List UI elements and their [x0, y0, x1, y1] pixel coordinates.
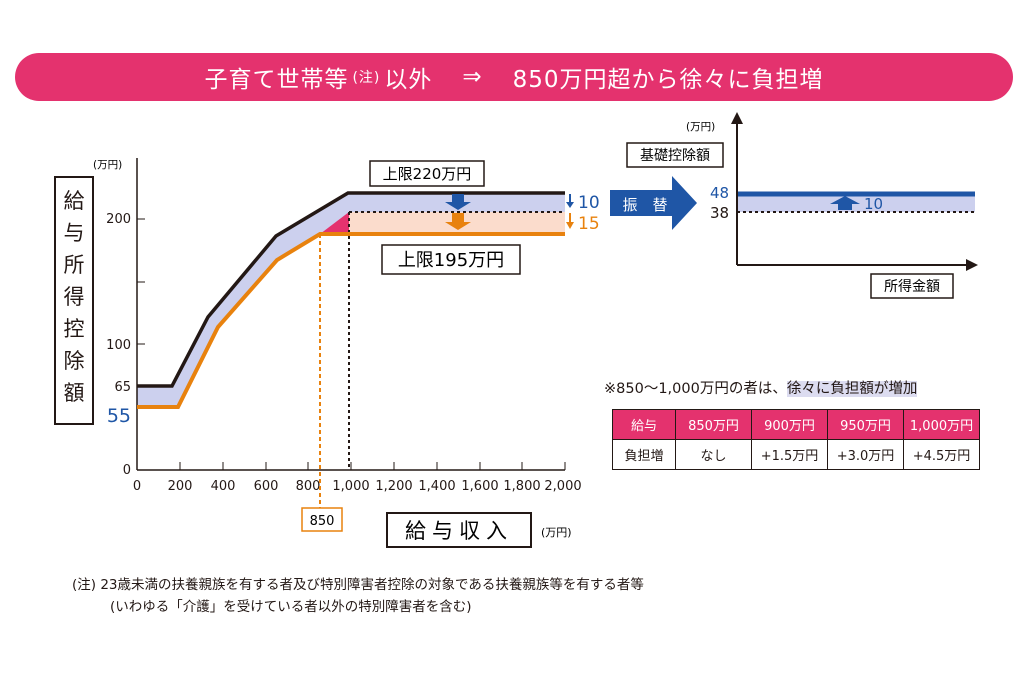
title-banner: 子育て世帯等 (注) 以外 ⇒ 850万円超から徐々に負担増 — [15, 53, 1013, 101]
burden-note: ※850〜1,000万円の者は、徐々に負担額が増加 — [604, 377, 918, 398]
basic-title: 基礎控除額 — [640, 147, 710, 164]
y-tick-label: 200 — [106, 212, 131, 227]
y-title-char: 控 — [64, 317, 85, 341]
old-cap-label: 上限220万円 — [383, 165, 472, 183]
new-cap-label: 上限195万円 — [398, 250, 504, 271]
cap-down-arrow-blue — [445, 194, 471, 210]
y-title-char: 給 — [64, 189, 85, 213]
diff-bottom-label: 15 — [578, 214, 600, 234]
x-tick-labels: 0 200 400 600 800 1,000 1,200 1,400 1,60… — [133, 479, 582, 494]
x-tick-label: 200 — [168, 479, 193, 494]
banner-arrow: ⇒ — [462, 64, 483, 90]
y-title-char: 与 — [64, 221, 85, 245]
banner-prefix: 子育て世帯等 — [204, 67, 349, 93]
diff-top-label: 10 — [578, 193, 600, 213]
basic-x-title: 所得金額 — [884, 278, 940, 295]
diff-top: 10 — [566, 193, 600, 213]
x-tick-label: 2,000 — [544, 479, 581, 494]
x-axis-title-box — [386, 512, 532, 548]
footnote-line-2: (いわゆる「介護」を受けている者以外の特別障害者を含む) — [110, 599, 472, 615]
y-axis-title: 給 与 所 得 控 除 額 — [64, 189, 85, 405]
burden-value-cell: なし — [675, 439, 752, 470]
burden-header-cell: 850万円 — [675, 409, 752, 440]
threshold-box — [301, 507, 343, 532]
old-deduction-line — [137, 191, 565, 388]
burden-header-cell: 950万円 — [827, 409, 904, 440]
basic-y-arrowhead — [731, 112, 743, 124]
basic-new-value: 48 — [710, 184, 729, 202]
burden-value-cell: +3.0万円 — [827, 439, 904, 470]
burden-value-row: 負担増 なし +1.5万円 +3.0万円 +4.5万円 — [612, 439, 980, 470]
basic-up-arrow — [830, 196, 860, 210]
basic-title-box — [626, 142, 724, 168]
x-tick-label: 1,200 — [375, 479, 412, 494]
y-axis-title-box — [54, 176, 94, 425]
y-title-char: 除 — [64, 349, 85, 373]
x-tick-label: 1,000 — [332, 479, 369, 494]
y-tick-label: 65 — [114, 380, 131, 395]
x-tick-label: 800 — [296, 479, 321, 494]
x-unit-label: (万円) — [541, 526, 572, 539]
diff-bottom: 15 — [566, 213, 600, 234]
y-title-char: 得 — [64, 285, 85, 309]
burden-note-prefix: ※850〜1,000万円の者は、 — [604, 381, 787, 397]
y-unit-label: (万円) — [93, 159, 122, 171]
old-cap-box — [369, 160, 485, 187]
x-tick-marks — [179, 462, 566, 470]
burden-header-row: 給与 850万円 900万円 950万円 1,000万円 — [612, 409, 980, 440]
y-tick-label: 0 — [123, 463, 131, 478]
basic-diff-label: 10 — [864, 195, 883, 213]
x-tick-label: 0 — [133, 479, 141, 494]
x-axis-title: 給与収入 — [405, 519, 513, 543]
banner-suffix: 850万円超から徐々に負担増 — [512, 67, 824, 93]
x-tick-label: 1,800 — [503, 479, 540, 494]
banner-note: (注) — [352, 70, 381, 86]
burden-value-cell: +4.5万円 — [903, 439, 980, 470]
banner-middle: 以外 — [384, 67, 433, 93]
x-tick-label: 1,400 — [418, 479, 455, 494]
y-tick-marks — [137, 218, 145, 408]
burden-table: 給与 850万円 900万円 950万円 1,000万円 負担増 なし +1.5… — [612, 409, 980, 470]
burden-header-cell: 900万円 — [751, 409, 828, 440]
new-cap-box — [381, 244, 521, 275]
cap-down-arrow-orange — [445, 213, 471, 230]
footnote-line-1: (注) 23歳未満の扶養親族を有する者及び特別障害者控除の対象である扶養親族等を… — [72, 577, 644, 593]
new-deduction-line — [137, 232, 565, 409]
burden-value-cell: 負担増 — [612, 439, 676, 470]
shift-label: 振 替 — [622, 196, 667, 214]
x-tick-label: 1,600 — [461, 479, 498, 494]
y-tick-label: 100 — [106, 338, 131, 353]
x-tick-label: 400 — [211, 479, 236, 494]
burden-note-highlight: 徐々に負担額が増加 — [786, 381, 918, 397]
y-title-char: 額 — [64, 381, 85, 405]
basic-old-value: 38 — [710, 204, 729, 222]
shift-arrow — [610, 176, 697, 230]
burden-value-cell: +1.5万円 — [751, 439, 828, 470]
basic-x-title-box — [870, 273, 954, 299]
gradual-increase-triangle — [320, 212, 349, 234]
burden-header-cell: 1,000万円 — [903, 409, 980, 440]
y-old-low-label: 55 — [107, 405, 131, 427]
y-tick-labels: 0 100 200 65 — [106, 212, 131, 478]
threshold-label: 850 — [310, 514, 335, 529]
burden-header-cell: 給与 — [612, 409, 676, 440]
basic-x-arrowhead — [966, 259, 978, 271]
x-tick-label: 600 — [254, 479, 279, 494]
y-title-char: 所 — [64, 253, 85, 277]
basic-y-unit: (万円) — [686, 121, 715, 133]
